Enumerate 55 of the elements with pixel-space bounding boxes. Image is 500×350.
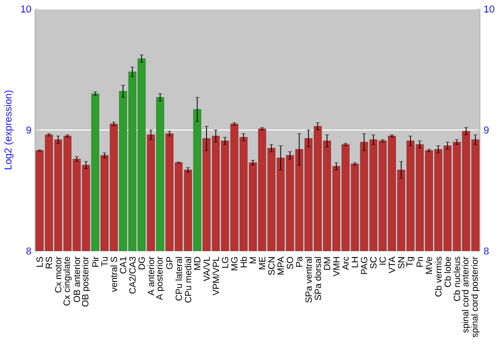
y-tick-label: 10 <box>21 5 32 13</box>
y2-tick-label: 10 <box>484 5 494 13</box>
x-tick-label: A anterior <box>148 256 154 296</box>
x-tick-label: GP <box>166 256 173 270</box>
x-tick-label: Pn <box>416 257 423 267</box>
x-tick-label: DG <box>138 257 145 270</box>
x-tick-label: VTA <box>388 256 396 274</box>
x-tick-label: Cx cingulate <box>63 256 72 306</box>
x-tick-label: A posterior <box>156 256 164 300</box>
x-tick-label: Hb <box>240 256 247 268</box>
x-tick-label: Tu <box>101 257 108 266</box>
x-tick-label: CPu medial <box>184 257 192 303</box>
x-tick-label: spinal cord posterior <box>471 256 480 338</box>
x-tick-label: Cb nucleus <box>454 256 460 302</box>
x-tick-label: RS <box>46 256 52 268</box>
x-tick-label: Cb vermis <box>434 256 442 297</box>
x-tick-label: ME <box>259 256 266 270</box>
y-tick-label: 9 <box>26 126 32 134</box>
x-tick-label: OB posterior <box>82 256 90 307</box>
x-tick-label: MPA <box>278 256 284 275</box>
x-tick-label: CA1 <box>120 256 126 274</box>
x-tick-label: Arc <box>342 256 349 270</box>
x-tick-label: LS <box>36 256 43 267</box>
x-tick-label: PAG <box>360 257 368 274</box>
x-tick-label: MVe <box>426 256 432 274</box>
x-tick-label: Pa <box>296 256 302 267</box>
x-tick-label: VMH <box>333 257 340 276</box>
x-tick-label: VPM/VPL <box>212 256 220 296</box>
x-tick-label: SN <box>398 257 404 269</box>
y-axis-title: Log2 (expression) <box>4 90 14 170</box>
x-tick-label: VA/VL <box>203 256 210 282</box>
x-tick-label: LH <box>352 257 358 268</box>
x-tick-label: CPu lateral <box>175 257 182 301</box>
y2-tick-label: 9 <box>484 126 489 134</box>
x-tick-label: IC <box>379 256 386 265</box>
x-tick-label: Pir <box>92 256 99 267</box>
x-tick-label: Tg <box>406 257 414 267</box>
y-tick-label: 8 <box>26 247 32 255</box>
x-tick-label: LG <box>222 257 228 268</box>
y2-tick-label: 8 <box>484 247 489 255</box>
x-tick-label: SPa dorsal <box>314 257 322 300</box>
x-tick-label: CA2/CA3 <box>129 256 136 294</box>
x-tick-label: Cx motor <box>54 256 62 293</box>
x-tick-label: SCN <box>268 257 275 276</box>
x-tick-label: SC <box>370 256 377 269</box>
x-tick-label: MG <box>231 257 238 270</box>
x-tick-label: DM <box>324 257 330 270</box>
x-tick-label: ventral S <box>110 256 118 292</box>
x-tick-label: M <box>250 257 256 264</box>
x-tick-label: SPa ventral <box>305 257 312 303</box>
x-tick-label: MD <box>194 256 200 270</box>
x-tick-label: OB anterior <box>73 256 80 302</box>
x-tick-label: Cb lobe <box>444 256 451 288</box>
x-tick-label: spinal cord anterior <box>462 256 470 333</box>
x-tick-label: SO <box>286 256 294 270</box>
